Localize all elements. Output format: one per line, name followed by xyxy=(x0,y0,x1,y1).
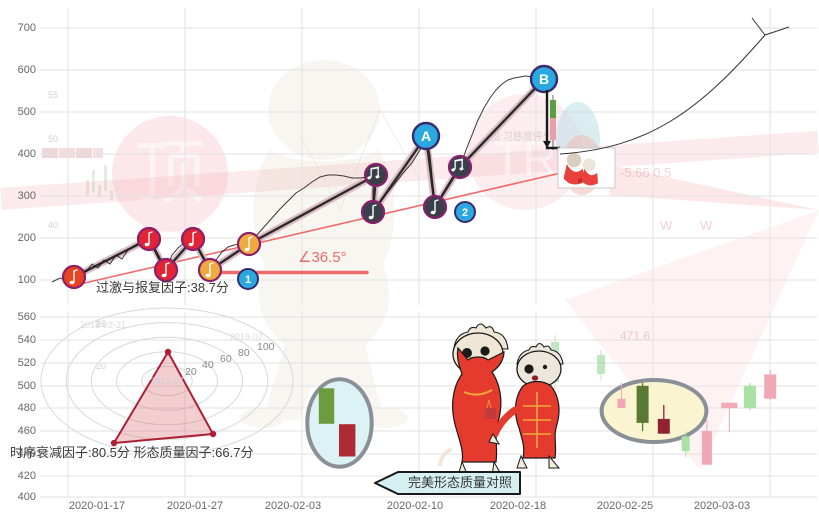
svg-text:200: 200 xyxy=(18,232,36,244)
svg-text:400: 400 xyxy=(18,491,36,503)
svg-text:2020-01-27: 2020-01-27 xyxy=(167,500,223,512)
svg-text:完美形态质量对照: 完美形态质量对照 xyxy=(408,475,512,490)
svg-text:2020-02-03: 2020-02-03 xyxy=(265,500,321,512)
svg-text:55: 55 xyxy=(48,90,58,100)
svg-text:W: W xyxy=(700,218,713,233)
svg-text:700: 700 xyxy=(18,22,36,34)
svg-text:80: 80 xyxy=(238,347,250,359)
svg-text:B: B xyxy=(539,71,549,87)
svg-text:-5.66 0.5: -5.66 0.5 xyxy=(620,165,671,180)
svg-text:520: 520 xyxy=(18,357,36,369)
svg-text:40: 40 xyxy=(48,220,58,230)
svg-text:2020-02-25: 2020-02-25 xyxy=(597,500,653,512)
svg-text:2019-07: 2019-07 xyxy=(150,376,183,386)
svg-text:100: 100 xyxy=(18,274,36,286)
svg-text:100: 100 xyxy=(257,341,275,353)
svg-text:20: 20 xyxy=(185,366,197,378)
svg-text:560: 560 xyxy=(18,311,36,323)
svg-text:60: 60 xyxy=(220,353,232,365)
svg-text:∠36.5°: ∠36.5° xyxy=(298,249,347,266)
svg-text:400: 400 xyxy=(18,148,36,160)
svg-text:460: 460 xyxy=(18,425,36,437)
svg-text:40: 40 xyxy=(202,359,214,371)
svg-text:300: 300 xyxy=(18,190,36,202)
svg-text:A: A xyxy=(421,128,431,144)
svg-text:540: 540 xyxy=(18,334,36,346)
svg-text:480: 480 xyxy=(18,402,36,414)
svg-text:1: 1 xyxy=(245,274,251,286)
svg-text:顶: 顶 xyxy=(135,134,205,212)
svg-text:2020-03-03: 2020-03-03 xyxy=(694,500,750,512)
svg-text:600: 600 xyxy=(18,64,36,76)
svg-text:420: 420 xyxy=(18,470,36,482)
svg-text:500: 500 xyxy=(18,106,36,118)
svg-text:50: 50 xyxy=(48,134,58,144)
svg-text:500: 500 xyxy=(18,380,36,392)
svg-text:2020-02-10: 2020-02-10 xyxy=(387,500,443,512)
svg-text:过激与报复因子:38.7分: 过激与报复因子:38.7分 xyxy=(96,280,229,295)
svg-text:W: W xyxy=(660,218,673,233)
svg-text:时序衰减因子:80.5分 形态质量因子:66.7分: 时序衰减因子:80.5分 形态质量因子:66.7分 xyxy=(10,445,253,460)
svg-text:2020-01-17: 2020-01-17 xyxy=(69,500,125,512)
svg-text:2020-02-18: 2020-02-18 xyxy=(490,500,546,512)
svg-text:471.6: 471.6 xyxy=(620,329,650,343)
svg-text:2: 2 xyxy=(462,207,468,219)
